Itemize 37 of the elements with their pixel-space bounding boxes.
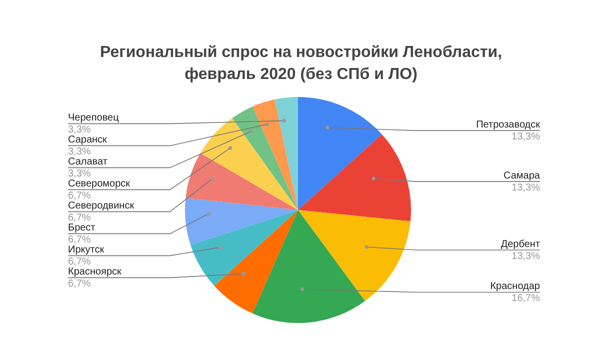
slice-label: Саранск (68, 134, 108, 146)
pie-slice (274, 97, 298, 210)
slice-label: Самара (504, 170, 540, 182)
slice-label: Дербент (500, 238, 540, 250)
data-label: 6,7% (68, 234, 91, 246)
data-label: 6,7% (68, 256, 91, 268)
pie-slice (252, 210, 365, 323)
pie-slice (252, 99, 298, 210)
data-label: 6,7% (68, 190, 91, 202)
pie-slice (298, 134, 411, 222)
chart-title: Региональный спрос на новостройки Ленобласти, февраль 2020 (без СПб и ЛО) (98, 43, 504, 85)
pie-slice (298, 210, 410, 301)
data-label: 13,3% (512, 182, 540, 194)
pie-slice (298, 97, 382, 210)
pie-slice (186, 153, 298, 210)
slice-label: Красноярск (68, 266, 122, 278)
data-label: 13,3% (512, 250, 540, 262)
pie-slice (214, 210, 298, 314)
pie-slice (232, 106, 298, 210)
data-label: 3,3% (68, 146, 91, 158)
slice-label: Краснодар (490, 281, 540, 292)
data-label: 3,3% (68, 124, 91, 136)
pie-slice (185, 198, 298, 245)
data-label: 16,7% (512, 293, 540, 304)
slice-label: Салават (68, 156, 108, 168)
data-label: 6,7% (68, 278, 91, 290)
slice-label: Брест (68, 222, 96, 234)
slice-label: Североморск (68, 178, 131, 190)
data-label: 13,3% (512, 132, 540, 143)
slice-label: Северодвинск (68, 200, 135, 212)
pie-slice (190, 210, 298, 286)
pie-slice (200, 118, 298, 210)
data-label: 3,3% (68, 168, 91, 180)
slice-label: Череповец (68, 112, 120, 124)
slice-label: Петрозаводск (476, 120, 541, 131)
data-label: 6,7% (68, 212, 91, 224)
slice-label: Иркутск (68, 244, 105, 256)
